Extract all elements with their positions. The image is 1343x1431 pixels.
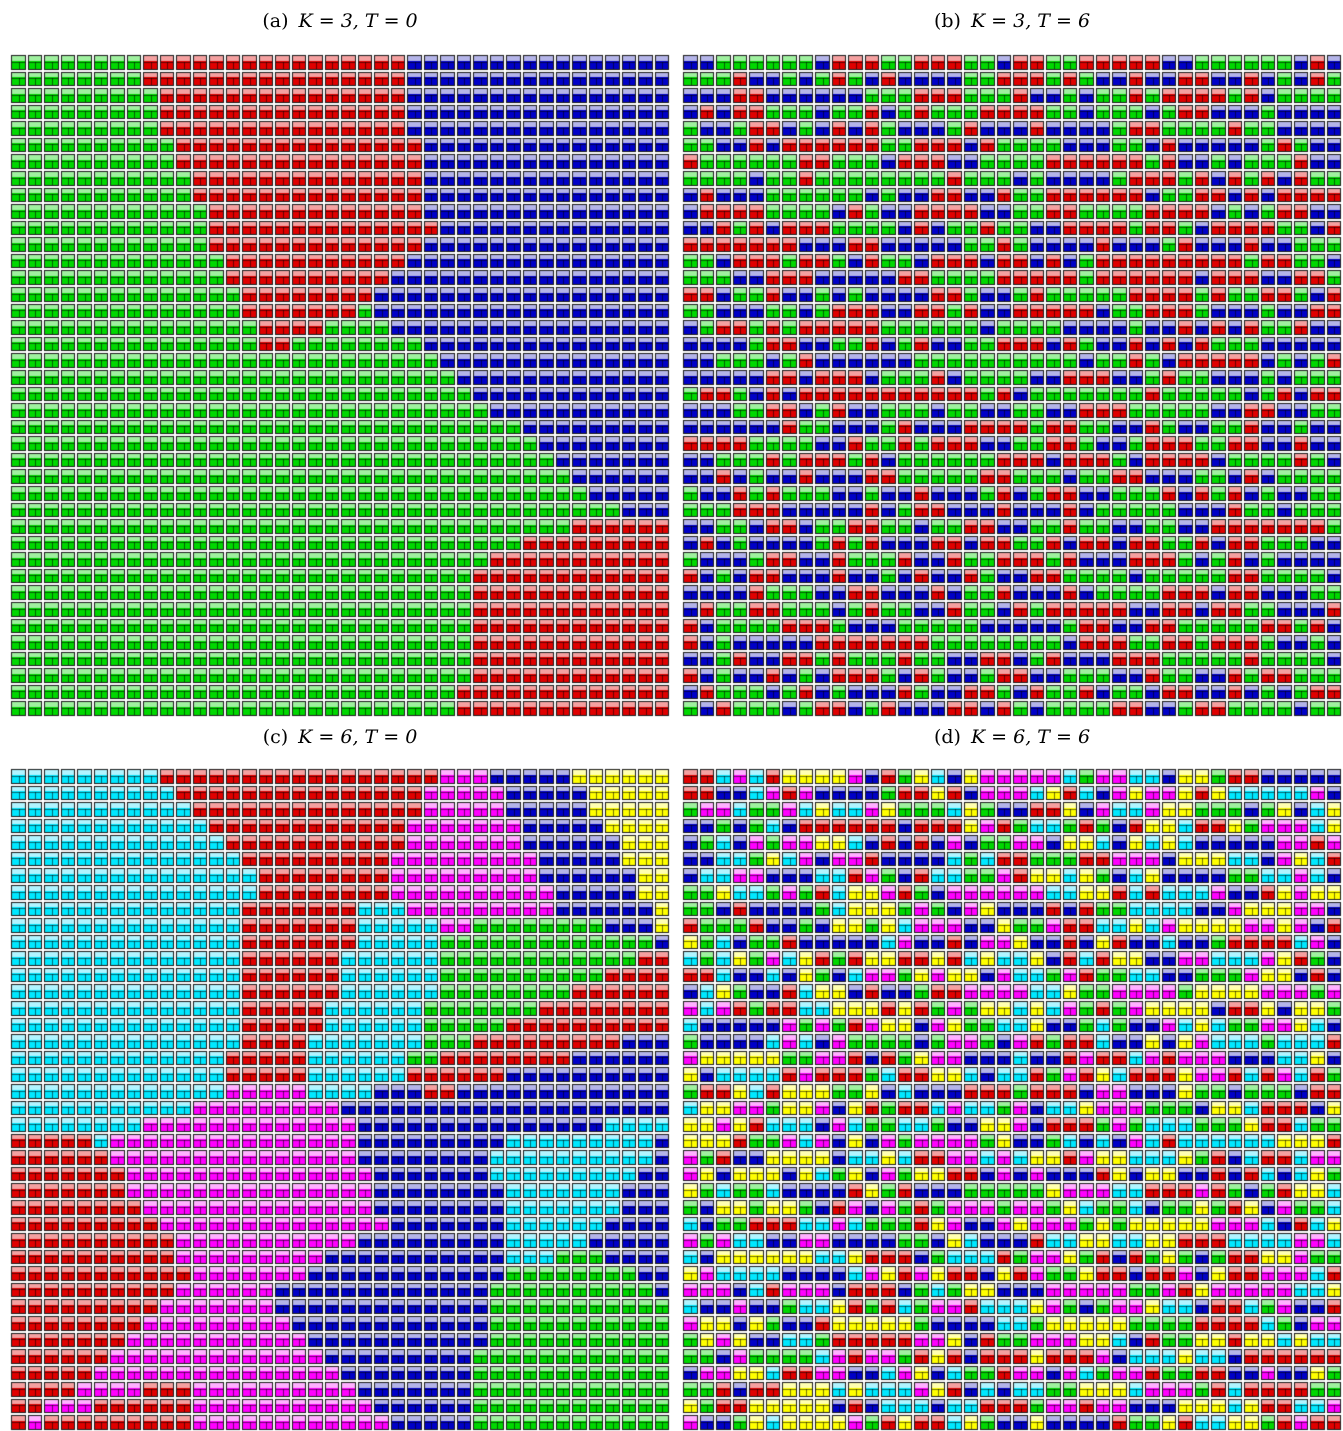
panel-b-caption: (b) K = 3, T = 6	[682, 10, 1342, 32]
panel-c-state-grid	[10, 768, 670, 1431]
panel-a-caption: (a) K = 3, T = 0	[10, 10, 670, 32]
panel-a-tag: (a)	[262, 10, 289, 32]
panel-b-math: K = 3, T = 6	[970, 10, 1091, 32]
panel-c-tag: (c)	[262, 726, 289, 748]
panel-c-caption: (c) K = 6, T = 0	[10, 726, 670, 748]
panel-b-tag: (b)	[933, 10, 961, 32]
panel-d-tag: (d)	[933, 726, 961, 748]
panel-b-state-grid	[682, 54, 1342, 717]
panel-d-math: K = 6, T = 6	[970, 726, 1091, 748]
panel-a-math: K = 3, T = 0	[298, 10, 418, 32]
panel-a-state-grid	[10, 54, 670, 717]
panel-d-caption: (d) K = 6, T = 6	[682, 726, 1342, 748]
panel-d-state-grid	[682, 768, 1342, 1431]
panel-c-math: K = 6, T = 0	[298, 726, 418, 748]
